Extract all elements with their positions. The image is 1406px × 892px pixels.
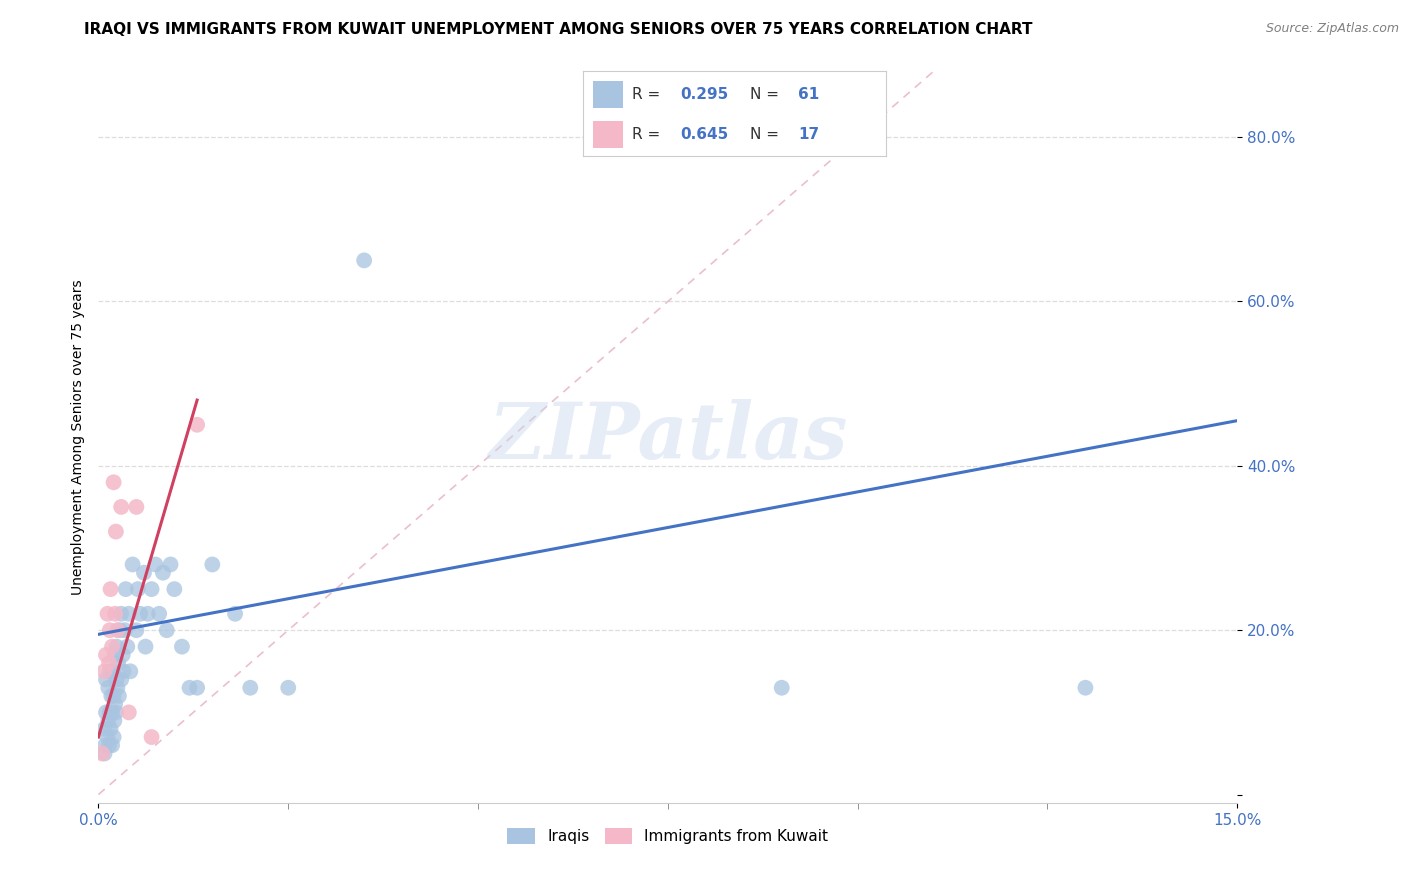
Point (186, 417, 208, 432)
Point (239, 681, 262, 695)
Point (98, 624, 121, 638)
Point (145, 558, 167, 572)
Point (125, 500, 148, 514)
Point (152, 566, 174, 580)
Point (101, 640, 124, 654)
Point (107, 681, 129, 695)
Point (104, 607, 127, 621)
Point (104, 706, 127, 720)
Point (103, 730, 125, 744)
Point (141, 730, 163, 744)
Text: Source: ZipAtlas.com: Source: ZipAtlas.com (1265, 22, 1399, 36)
Point (120, 665, 142, 679)
Point (224, 607, 246, 621)
Point (97, 714, 120, 728)
Point (110, 607, 132, 621)
Point (107, 624, 129, 638)
Point (105, 673, 128, 687)
Point (100, 582, 122, 596)
Point (117, 640, 139, 654)
Text: N =: N = (749, 87, 783, 102)
Point (103, 689, 125, 703)
Point (93, 747, 115, 761)
Point (127, 582, 149, 596)
Point (100, 722, 122, 736)
Point (159, 558, 181, 572)
Point (94, 673, 117, 687)
Point (201, 558, 224, 572)
Point (1074, 681, 1097, 695)
FancyBboxPatch shape (592, 80, 623, 108)
Text: R =: R = (631, 87, 665, 102)
Point (770, 681, 793, 695)
Legend: Iraqis, Immigrants from Kuwait: Iraqis, Immigrants from Kuwait (502, 822, 834, 850)
Point (94, 648, 117, 662)
Point (94, 739, 117, 753)
Point (114, 582, 136, 596)
Text: R =: R = (631, 127, 665, 142)
Point (134, 640, 156, 654)
Y-axis label: Unemployment Among Seniors over 75 years: Unemployment Among Seniors over 75 years (70, 279, 84, 595)
Point (107, 656, 129, 670)
Text: 17: 17 (799, 127, 820, 142)
Point (101, 706, 124, 720)
Point (98, 656, 121, 670)
Text: 0.295: 0.295 (681, 87, 728, 102)
Point (118, 607, 141, 621)
Point (104, 648, 127, 662)
Point (98, 739, 121, 753)
Text: ZIPatlas: ZIPatlas (488, 399, 848, 475)
Point (93, 722, 115, 736)
Point (112, 665, 135, 679)
Point (156, 624, 179, 638)
Point (129, 607, 152, 621)
Point (353, 253, 375, 268)
Point (121, 558, 143, 572)
Point (96, 607, 118, 621)
Point (111, 648, 134, 662)
Point (114, 624, 136, 638)
Point (103, 714, 125, 728)
Point (105, 640, 128, 654)
Point (108, 624, 131, 638)
Point (104, 697, 127, 711)
Point (125, 624, 148, 638)
Text: IRAQI VS IMMIGRANTS FROM KUWAIT UNEMPLOYMENT AMONG SENIORS OVER 75 YEARS CORRELA: IRAQI VS IMMIGRANTS FROM KUWAIT UNEMPLOY… (84, 22, 1033, 37)
Point (97, 681, 120, 695)
Point (100, 689, 122, 703)
Text: N =: N = (749, 127, 783, 142)
Point (170, 640, 193, 654)
Point (101, 665, 124, 679)
Point (141, 582, 163, 596)
Point (136, 607, 159, 621)
Point (186, 681, 208, 695)
Point (103, 475, 125, 490)
Point (96, 730, 118, 744)
Point (91, 747, 114, 761)
Point (148, 607, 170, 621)
Point (93, 665, 115, 679)
Point (108, 689, 131, 703)
Point (98, 665, 121, 679)
Point (277, 681, 299, 695)
Text: 0.645: 0.645 (681, 127, 728, 142)
Point (118, 706, 141, 720)
Point (101, 739, 124, 753)
Point (132, 566, 155, 580)
Point (110, 673, 132, 687)
Point (179, 681, 201, 695)
Point (98, 706, 121, 720)
FancyBboxPatch shape (592, 120, 623, 147)
Text: 61: 61 (799, 87, 820, 102)
Point (94, 706, 117, 720)
Point (104, 524, 127, 539)
Point (110, 500, 132, 514)
Point (163, 582, 186, 596)
